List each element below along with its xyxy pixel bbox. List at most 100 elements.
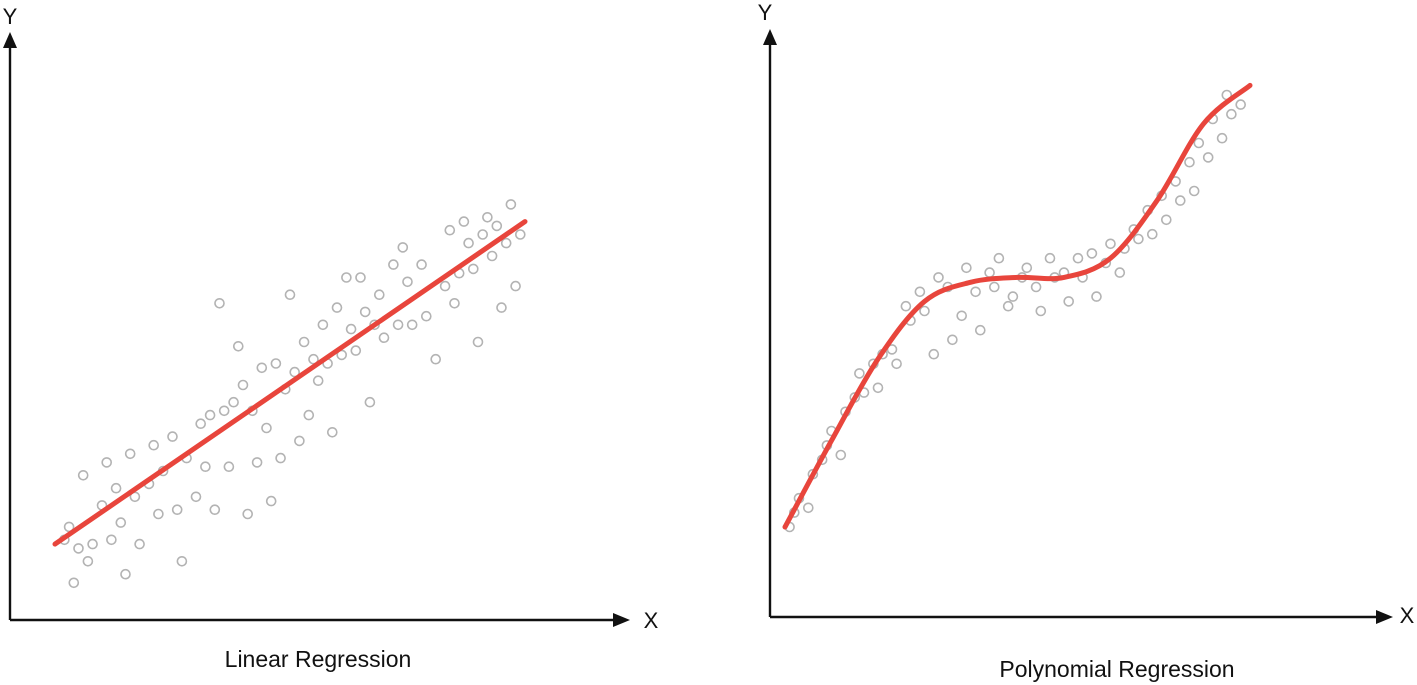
data-point [312,375,324,387]
data-point [388,259,399,270]
data-point [505,199,517,210]
data-point [482,212,493,223]
data-point [204,409,216,421]
data-point [294,435,305,447]
data-point [514,229,526,240]
data-point [458,216,470,227]
data-point [73,543,84,554]
data-point [359,306,371,318]
data-point [467,263,479,275]
data-point [392,319,404,331]
chart-panel-polynomial: Y X Polynomial Regression [758,0,1415,682]
x-axis-label: X [644,608,659,633]
data-point [500,237,512,249]
data-point [491,220,503,232]
data-point [275,452,286,464]
data-point [265,495,277,507]
data-point [101,457,112,468]
y-axis-arrow [763,29,777,45]
data-point [961,262,972,274]
data-point [1193,137,1205,149]
data-point [317,319,329,331]
data-point [1235,99,1246,110]
data-point [1007,291,1019,302]
data-point [914,286,926,298]
data-point [397,242,409,253]
data-point [416,259,427,270]
data-point [1161,214,1172,226]
data-point [472,336,484,348]
data-point [115,517,127,528]
data-point [77,469,89,481]
data-point [496,302,507,313]
scatter-points [59,199,526,589]
data-point [1114,267,1126,278]
data-point [477,229,489,240]
data-point [200,461,211,473]
data-point [1002,300,1014,312]
data-point [87,538,98,550]
data-point [430,353,442,365]
x-axis-arrow [1376,610,1393,624]
data-point [256,362,268,374]
data-point [82,555,94,567]
data-point [486,250,498,262]
data-point [214,297,225,309]
data-point [106,534,117,546]
data-point [984,267,995,278]
data-point [970,286,981,298]
data-point [1072,252,1084,264]
data-point [148,439,159,451]
data-point [1175,195,1186,206]
chart-caption: Polynomial Regression [999,656,1234,682]
chart-panel-linear: Y X Linear Regression [3,4,659,672]
data-point [1086,248,1098,259]
data-point [420,310,432,322]
data-point [802,502,814,514]
data-point [1216,132,1228,144]
data-point [134,538,145,550]
data-point [124,448,136,460]
data-point [373,289,385,301]
data-point [171,504,183,516]
data-point [251,457,263,468]
regression-line [52,219,528,547]
data-point [298,336,310,348]
data-point [303,409,315,421]
data-point [900,300,912,312]
data-point [331,302,343,313]
data-point [1044,252,1056,264]
data-point [1021,262,1033,274]
data-point [974,324,986,336]
data-point [110,482,122,494]
data-point [242,508,253,520]
x-axis-label: X [1400,603,1415,628]
data-point [449,297,460,309]
data-point [439,280,451,292]
data-point [195,418,206,430]
data-point [378,332,390,344]
data-point [284,289,296,301]
data-point [1105,238,1116,250]
data-point [270,358,282,369]
data-point [326,426,338,438]
data-point [919,305,930,317]
data-point [947,334,958,346]
data-point [1063,296,1074,307]
data-point [176,555,188,567]
data-point [993,252,1005,264]
data-point [933,272,944,283]
data-point [1030,281,1042,293]
data-point [364,396,376,408]
regression-curve [782,82,1253,530]
data-point [402,276,413,288]
data-point [68,577,80,589]
y-axis-label: Y [758,0,773,25]
data-point [345,323,357,335]
chart-caption: Linear Regression [225,646,412,672]
data-point [369,319,380,331]
data-point [1133,233,1144,245]
data-point [406,319,418,331]
data-point [1188,185,1200,197]
